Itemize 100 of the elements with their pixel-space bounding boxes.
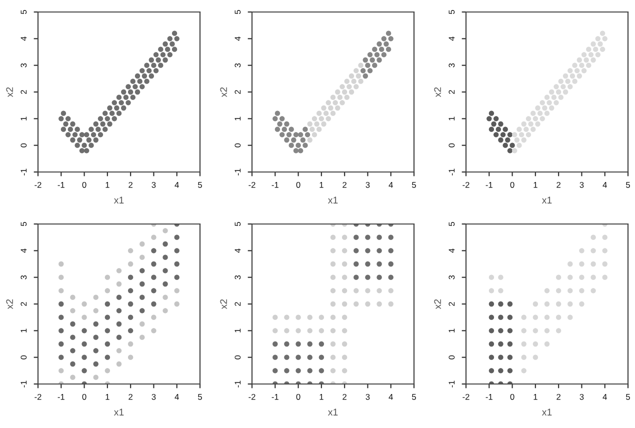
- point: [386, 46, 392, 52]
- y-tick-label: 4: [234, 36, 241, 41]
- y-tick-label: 5: [20, 10, 27, 14]
- point: [316, 110, 322, 116]
- point: [502, 142, 508, 148]
- point: [540, 116, 545, 122]
- point: [286, 132, 292, 138]
- point: [277, 121, 282, 127]
- point: [116, 281, 122, 287]
- y-tick-label: 0: [234, 355, 241, 360]
- point: [572, 62, 578, 68]
- point: [388, 261, 394, 267]
- point: [274, 110, 280, 116]
- point: [498, 121, 504, 127]
- y-axis-title: x2: [434, 87, 441, 98]
- point: [58, 341, 64, 347]
- y-tick-label: 2: [20, 90, 27, 94]
- point: [58, 314, 64, 320]
- point: [351, 78, 356, 84]
- point: [307, 121, 312, 127]
- y-tick-label: 3: [234, 63, 241, 68]
- point: [312, 116, 318, 122]
- point: [128, 328, 134, 334]
- point: [498, 341, 504, 347]
- point: [488, 341, 494, 347]
- point: [296, 328, 301, 334]
- point: [284, 368, 290, 374]
- point: [388, 301, 394, 307]
- point: [521, 314, 526, 320]
- point: [362, 57, 368, 63]
- point: [162, 228, 168, 234]
- point: [279, 132, 285, 138]
- point: [342, 328, 348, 334]
- x-axis-title: x1: [542, 196, 552, 204]
- point: [279, 116, 285, 122]
- point: [488, 274, 494, 280]
- point: [600, 46, 606, 52]
- y-tick-label: 3: [448, 275, 455, 280]
- point: [307, 368, 312, 374]
- point: [70, 308, 76, 314]
- point: [556, 328, 562, 334]
- point: [381, 36, 387, 42]
- point: [354, 301, 359, 307]
- point: [574, 68, 580, 74]
- point: [140, 334, 145, 340]
- point: [140, 241, 145, 247]
- point: [590, 41, 596, 47]
- point: [360, 68, 366, 74]
- point: [104, 288, 110, 294]
- point: [579, 261, 584, 267]
- x-tick-label: 5: [626, 182, 630, 188]
- point: [302, 126, 308, 132]
- point: [544, 301, 550, 307]
- point: [284, 314, 290, 320]
- point: [128, 314, 134, 320]
- point: [58, 288, 64, 294]
- point: [128, 354, 134, 360]
- point: [521, 137, 526, 143]
- point: [374, 52, 380, 58]
- point: [498, 137, 504, 143]
- point: [586, 46, 592, 52]
- point: [376, 234, 382, 240]
- point: [354, 84, 359, 90]
- point: [82, 354, 87, 360]
- point: [568, 84, 573, 90]
- point: [576, 57, 582, 63]
- point: [507, 368, 513, 374]
- point: [354, 274, 359, 280]
- point: [358, 78, 364, 84]
- point: [321, 121, 326, 127]
- point: [488, 301, 494, 307]
- point: [291, 137, 296, 143]
- x-tick-label: -2: [34, 394, 42, 400]
- point: [372, 62, 378, 68]
- point: [128, 274, 134, 280]
- point: [556, 274, 562, 280]
- point: [272, 314, 278, 320]
- point: [342, 301, 348, 307]
- point: [326, 100, 331, 106]
- point: [528, 121, 534, 127]
- point: [298, 132, 304, 138]
- y-axis-title: x2: [220, 87, 227, 98]
- point: [549, 105, 554, 111]
- x-tick-label: 2: [556, 394, 560, 400]
- point: [162, 254, 168, 260]
- point: [544, 328, 550, 334]
- point: [584, 57, 589, 63]
- point: [590, 288, 596, 294]
- y-tick-label: 5: [448, 222, 455, 226]
- x-tick-label: 1: [106, 182, 110, 188]
- point: [544, 288, 550, 294]
- point: [340, 84, 345, 90]
- y-tick-label: -1: [20, 168, 27, 176]
- point: [342, 341, 348, 347]
- point: [595, 52, 601, 58]
- point: [318, 354, 324, 360]
- x-tick-label: 3: [580, 182, 584, 188]
- point: [174, 234, 180, 240]
- point: [498, 314, 504, 320]
- point: [93, 321, 98, 327]
